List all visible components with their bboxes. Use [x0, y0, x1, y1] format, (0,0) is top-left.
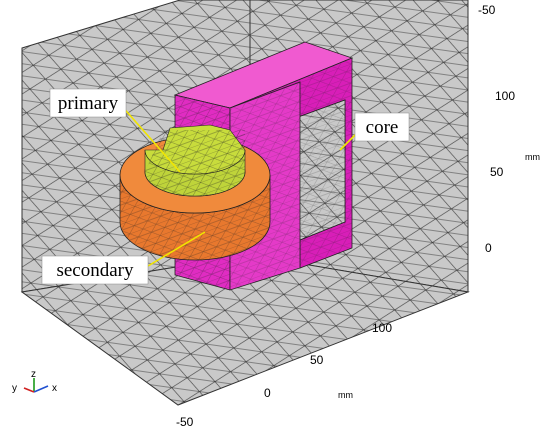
triad-x: x [52, 383, 57, 394]
floor-tick-label: 50 [310, 353, 324, 367]
core-label: core [366, 117, 399, 138]
triad-y: y [12, 383, 17, 394]
secondary-label: secondary [56, 260, 134, 281]
primary-label: primary [58, 93, 119, 114]
vertical-tick-label: 0 [485, 241, 492, 255]
vertical-tick-label: 100 [495, 89, 515, 103]
floor-tick-label: 100 [372, 321, 392, 335]
mesh-view: primary core secondary -50 100 50 0 mm 1… [0, 0, 551, 431]
floor-unit: mm [338, 390, 353, 400]
floor-tick-label: 0 [264, 386, 271, 400]
back-tick-label: -50 [478, 3, 496, 17]
vertical-tick-label: 50 [490, 165, 504, 179]
axis-triad: z y x [12, 369, 57, 394]
floor-tick-label: -50 [176, 415, 194, 429]
triad-z: z [31, 369, 36, 380]
vertical-unit: mm [525, 152, 540, 162]
